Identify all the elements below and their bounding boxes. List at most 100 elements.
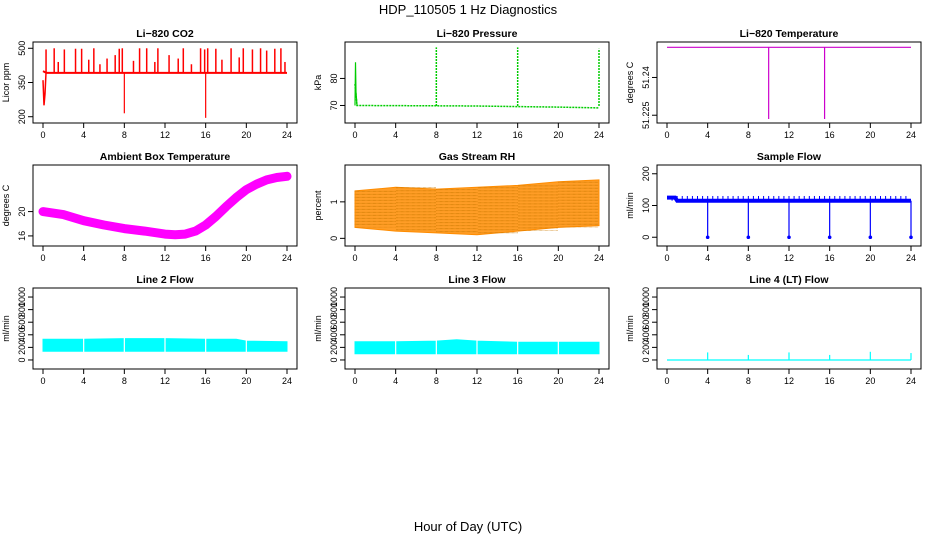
y-axis-label: ml/min	[625, 315, 635, 342]
y-tick-label: 400	[17, 327, 27, 342]
x-tick-label: 24	[594, 130, 604, 140]
series-line	[354, 62, 358, 106]
panel-title: Li−820 Pressure	[437, 28, 518, 40]
panel-title: Sample Flow	[757, 151, 822, 163]
x-tick-label: 20	[865, 130, 875, 140]
y-tick-label: 16	[17, 231, 27, 241]
x-tick-label: 20	[553, 253, 563, 263]
y-tick-label: 200	[641, 340, 651, 355]
x-tick-label: 16	[825, 376, 835, 386]
x-tick-label: 24	[594, 376, 604, 386]
x-tick-label: 4	[705, 130, 710, 140]
y-axis-label: degrees C	[625, 61, 635, 103]
x-tick-label: 0	[352, 376, 357, 386]
y-tick-label: 600	[641, 315, 651, 330]
y-tick-label: 0	[641, 357, 651, 362]
panel-title: Line 4 (LT) Flow	[749, 274, 829, 286]
y-tick-label: 51.24	[641, 66, 651, 89]
x-tick-label: 12	[472, 130, 482, 140]
panel-sample_flow: Sample Flow ml/min 0 4 8 12 16 20 24 0 100 200	[625, 151, 922, 263]
panel-title: Li−820 Temperature	[740, 28, 839, 40]
x-tick-label: 24	[282, 130, 292, 140]
plot-frame	[32, 41, 298, 124]
x-tick-label: 24	[906, 376, 916, 386]
x-tick-label: 12	[160, 253, 170, 263]
x-tick-label: 8	[434, 130, 439, 140]
x-tick-label: 20	[241, 130, 251, 140]
y-axis-label: degrees C	[1, 184, 11, 226]
y-tick-label: 1	[329, 199, 339, 204]
y-tick-label: 80	[329, 73, 339, 83]
plot-frame	[656, 41, 922, 124]
x-tick-label: 12	[784, 376, 794, 386]
x-tick-label: 16	[825, 253, 835, 263]
x-tick-label: 24	[282, 253, 292, 263]
x-tick-label: 16	[513, 376, 523, 386]
x-tick-label: 4	[393, 253, 398, 263]
x-tick-label: 8	[434, 376, 439, 386]
figure-title: HDP_110505 1 Hz Diagnostics	[378, 2, 558, 17]
x-tick-label: 16	[513, 130, 523, 140]
panel-licor_temp: Li−820 Temperature degrees C 0 4 8 12 16 20 24 51…	[625, 28, 922, 140]
panel-rh: Gas Stream RH percent 0 4 8 12 16 20 24 0 1	[313, 151, 610, 263]
x-tick-label: 16	[201, 253, 211, 263]
x-tick-label: 16	[513, 253, 523, 263]
x-tick-label: 20	[865, 253, 875, 263]
x-tick-label: 4	[81, 253, 86, 263]
y-tick-label: 51.225	[641, 101, 651, 129]
x-tick-label: 24	[594, 253, 604, 263]
y-axis-label: percent	[313, 190, 323, 221]
panel-title: Gas Stream RH	[439, 151, 515, 163]
series-point	[705, 235, 710, 240]
x-tick-label: 12	[784, 130, 794, 140]
x-tick-label: 20	[553, 376, 563, 386]
x-tick-label: 16	[201, 376, 211, 386]
x-tick-label: 0	[664, 130, 669, 140]
y-axis-label: ml/min	[313, 315, 323, 342]
panel-line2: Line 2 Flow ml/min 0 4 8 12 16 20 24 0 20040060080…	[1, 274, 298, 386]
plot-frame	[344, 41, 610, 124]
x-tick-label: 0	[664, 376, 669, 386]
plot-frame	[32, 287, 298, 370]
y-tick-label: 1000	[641, 287, 651, 307]
y-tick-label: 400	[329, 327, 339, 342]
y-tick-label: 0	[17, 357, 27, 362]
x-tick-label: 20	[241, 253, 251, 263]
series-line	[38, 171, 292, 240]
x-tick-label: 8	[122, 253, 127, 263]
y-tick-label: 70	[329, 100, 339, 110]
panel-title: Line 3 Flow	[448, 274, 506, 286]
x-tick-label: 12	[472, 253, 482, 263]
x-tick-label: 8	[122, 376, 127, 386]
y-tick-label: 1000	[17, 287, 27, 307]
panel-co2: Li−820 CO2 Licor ppm 0 4 8 12 16 20 24 200 350 500	[1, 28, 298, 140]
y-tick-label: 100	[641, 198, 651, 213]
series-line	[42, 72, 47, 106]
y-tick-label: 200	[329, 340, 339, 355]
x-tick-label: 0	[352, 253, 357, 263]
panel-line4: Line 4 (LT) Flow ml/min 0 4 8 12 16 20 24 0 200400…	[625, 274, 922, 386]
series-point	[909, 235, 913, 240]
y-tick-label: 800	[641, 302, 651, 317]
series-point	[827, 235, 832, 240]
x-tick-label: 0	[40, 376, 45, 386]
x-tick-label: 12	[160, 376, 170, 386]
x-tick-label: 8	[434, 253, 439, 263]
x-tick-label: 4	[81, 130, 86, 140]
y-tick-label: 600	[329, 315, 339, 330]
x-tick-label: 0	[664, 253, 669, 263]
x-tick-label: 24	[282, 376, 292, 386]
x-tick-label: 20	[241, 376, 251, 386]
series-point	[868, 235, 873, 240]
x-tick-label: 8	[746, 253, 751, 263]
y-tick-label: 200	[17, 340, 27, 355]
y-tick-label: 400	[641, 327, 651, 342]
x-tick-label: 16	[201, 130, 211, 140]
panel-pressure: Li−820 Pressure kPa 0 4 8 12 16 20 24 70 80	[313, 28, 610, 140]
y-tick-label: 1000	[329, 287, 339, 307]
x-tick-label: 20	[865, 376, 875, 386]
x-axis-caption: Hour of Day (UTC)	[413, 519, 523, 534]
y-tick-label: 0	[329, 236, 339, 241]
x-tick-label: 16	[825, 130, 835, 140]
